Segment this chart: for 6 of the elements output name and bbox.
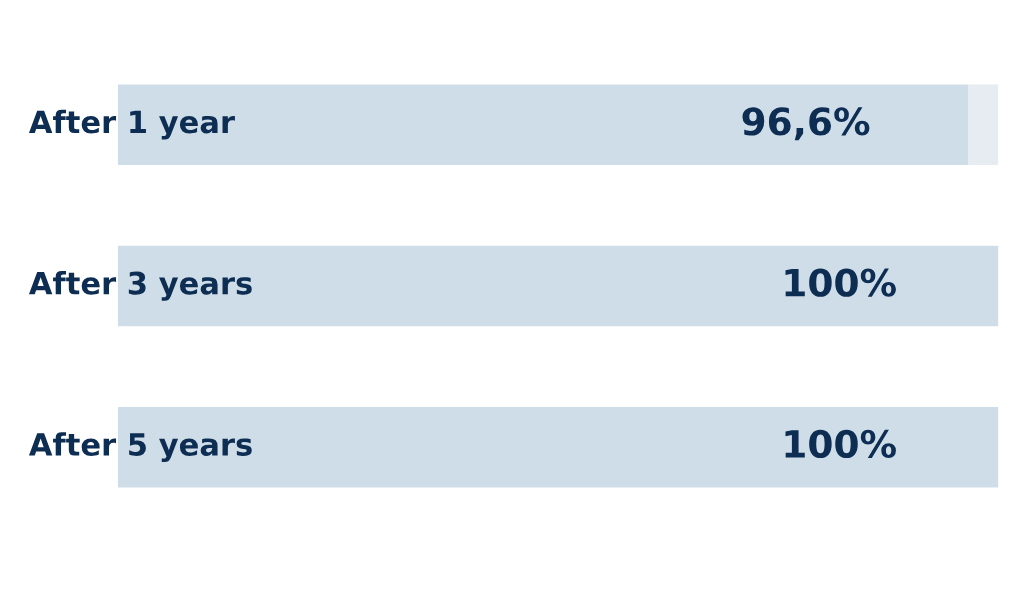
y-tick-label: After 1 year <box>28 109 235 140</box>
data-label: 100% <box>785 268 896 297</box>
y-tick-label: After 3 years <box>28 271 252 301</box>
data-label: 96,6% <box>742 107 870 141</box>
y-tick-label: After 5 years <box>28 432 252 463</box>
data-label: 100% <box>785 429 896 459</box>
